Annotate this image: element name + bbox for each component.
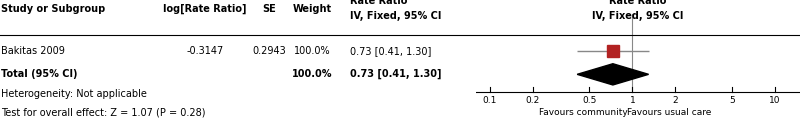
Text: Heterogeneity: Not applicable: Heterogeneity: Not applicable: [1, 89, 147, 99]
Text: 0.73 [0.41, 1.30]: 0.73 [0.41, 1.30]: [350, 46, 431, 56]
Text: Weight: Weight: [292, 4, 331, 14]
Text: Favours usual care: Favours usual care: [626, 108, 711, 117]
Text: Rate Ratio: Rate Ratio: [610, 0, 666, 6]
Text: IV, Fixed, 95% CI: IV, Fixed, 95% CI: [592, 11, 684, 21]
Text: 10: 10: [769, 96, 781, 105]
Text: Bakitas 2009: Bakitas 2009: [1, 46, 65, 56]
Polygon shape: [577, 64, 649, 85]
Text: Total (95% CI): Total (95% CI): [1, 69, 78, 79]
Text: IV, Fixed, 95% CI: IV, Fixed, 95% CI: [350, 11, 442, 21]
Text: log[Rate Ratio]: log[Rate Ratio]: [163, 4, 246, 14]
Text: Test for overall effect: Z = 1.07 (P = 0.28): Test for overall effect: Z = 1.07 (P = 0…: [1, 107, 206, 117]
Text: SE: SE: [262, 4, 276, 14]
Text: 0.5: 0.5: [582, 96, 597, 105]
Text: 2: 2: [673, 96, 678, 105]
Text: 0.2943: 0.2943: [252, 46, 286, 56]
Text: 0.1: 0.1: [482, 96, 497, 105]
Text: 100.0%: 100.0%: [294, 46, 330, 56]
Text: 1: 1: [630, 96, 635, 105]
Text: 0.73 [0.41, 1.30]: 0.73 [0.41, 1.30]: [350, 69, 442, 79]
Text: Rate Ratio: Rate Ratio: [350, 0, 407, 6]
Text: 0.2: 0.2: [526, 96, 540, 105]
Text: Study or Subgroup: Study or Subgroup: [1, 4, 106, 14]
Text: 100.0%: 100.0%: [291, 69, 332, 79]
Text: -0.3147: -0.3147: [186, 46, 223, 56]
Text: 5: 5: [729, 96, 735, 105]
Text: Favours community: Favours community: [538, 108, 627, 117]
